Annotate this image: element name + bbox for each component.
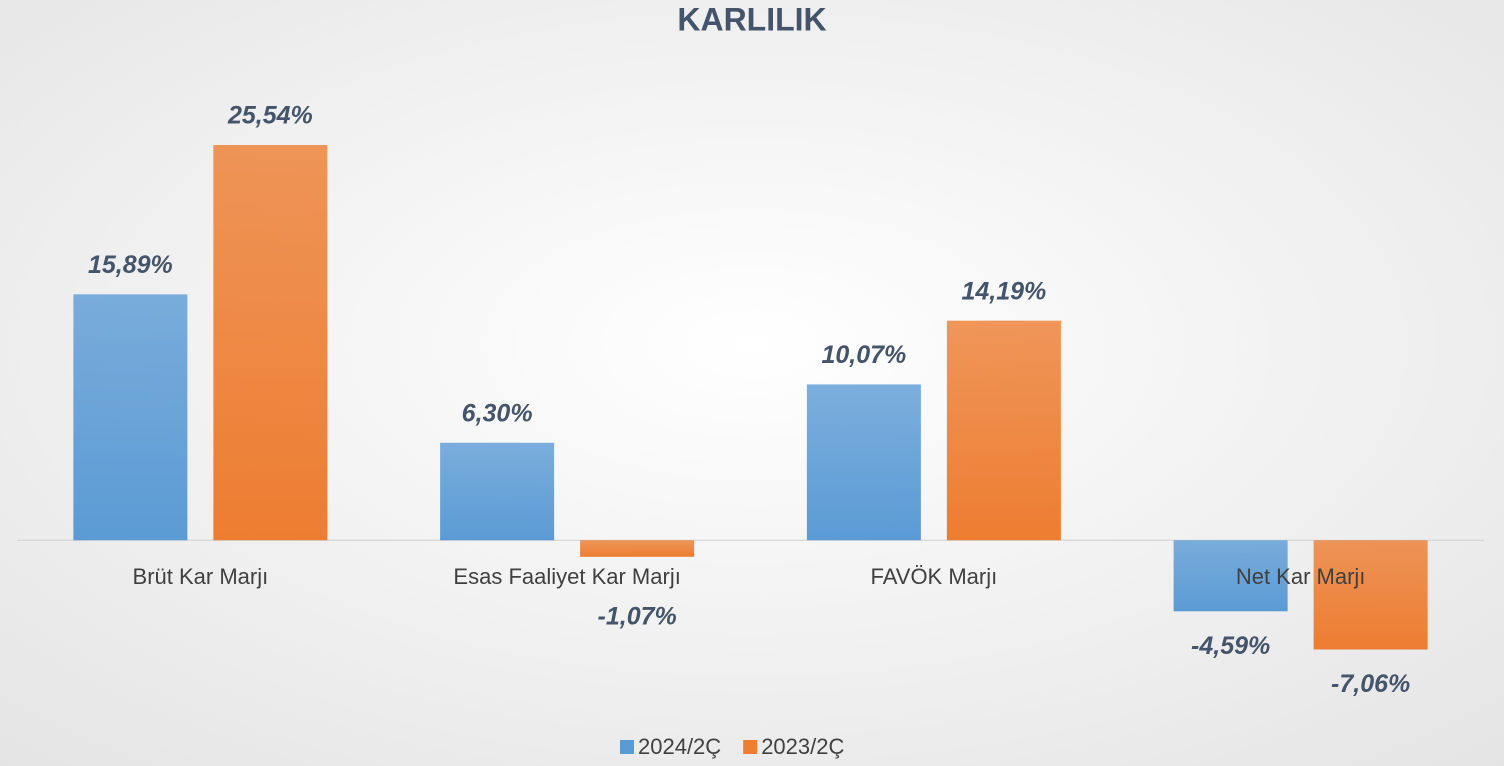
legend-swatch [743,740,758,754]
bar [806,384,921,541]
bar [73,294,188,541]
x-tick-label: Brüt Kar Marjı [133,564,269,589]
bar [440,442,555,541]
value-label: -4,59% [1191,632,1270,660]
bar [213,145,328,541]
x-tick-label: FAVÖK Marjı [871,564,998,589]
legend-label: 2024/2Ç [638,734,721,759]
x-tick-label: Net Kar Marjı [1236,564,1366,589]
value-label: 6,30% [462,399,533,427]
x-tick-label: Esas Faaliyet Kar Marjı [453,564,680,589]
value-label: 14,19% [961,277,1046,305]
value-label: 10,07% [821,341,906,369]
bar [1173,540,1288,612]
legend-swatch [620,740,634,754]
value-label: 25,54% [227,102,313,130]
bar [580,540,695,557]
chart-title: KARLILIK [677,1,826,37]
value-label: 15,89% [88,251,173,279]
bar [946,320,1061,541]
value-label: -7,06% [1331,670,1410,698]
bar [1313,540,1428,650]
value-label: -1,07% [598,603,677,631]
legend-label: 2023/2Ç [761,734,844,759]
